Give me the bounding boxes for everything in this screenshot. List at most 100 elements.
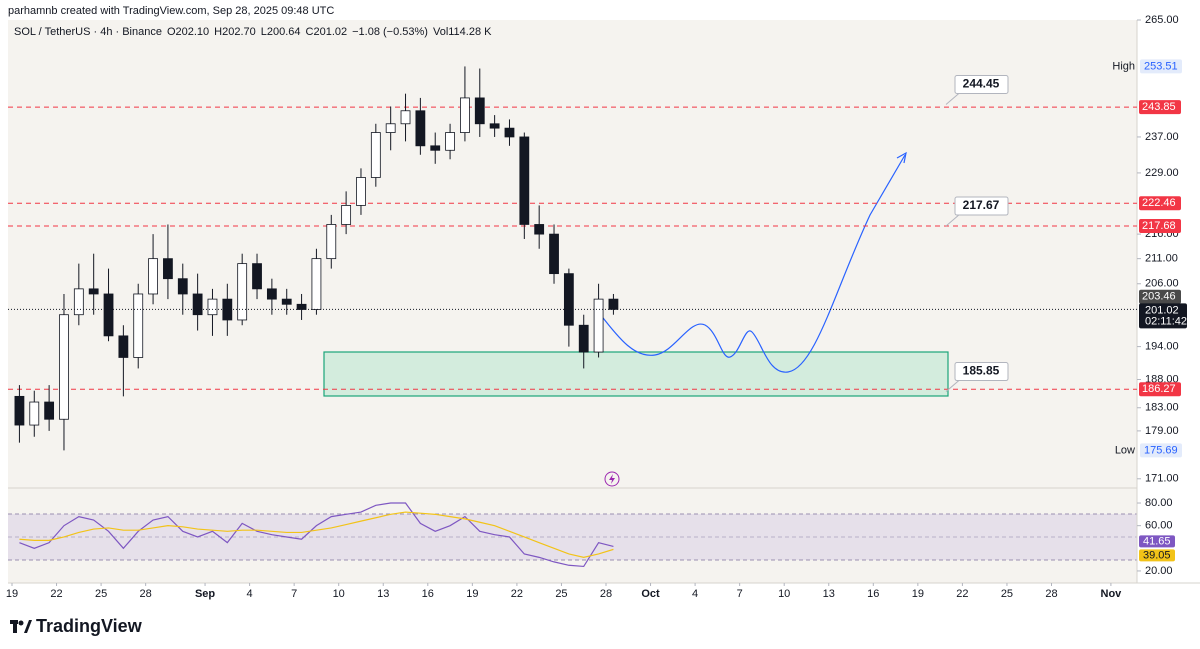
projection-path xyxy=(599,154,906,373)
annotation-box xyxy=(954,75,1009,95)
x-tick-label: 22 xyxy=(50,588,62,600)
legend-item: C201.02 xyxy=(305,26,348,38)
candle-body xyxy=(400,110,411,125)
x-tick-label: 10 xyxy=(333,588,345,600)
candle-body xyxy=(73,288,84,316)
x-tick-label: 19 xyxy=(6,588,18,600)
legend-item: H202.70 xyxy=(214,26,256,38)
x-tick-label: 28 xyxy=(140,588,152,600)
y-tick-label: 211.00 xyxy=(1145,253,1178,265)
y-tick-label: 265.00 xyxy=(1145,14,1179,26)
candle-body xyxy=(356,177,366,206)
level-label: 222.46 xyxy=(1142,197,1176,209)
event-icon-bolt xyxy=(609,474,615,484)
candle-body xyxy=(370,132,381,178)
projection-arrow xyxy=(896,151,907,164)
candle-body xyxy=(504,127,515,138)
candle-body xyxy=(44,401,55,420)
candle-body xyxy=(118,335,129,358)
candle-body xyxy=(608,298,619,310)
x-tick-label: 16 xyxy=(867,588,879,600)
legend-item: −1.08 (−0.53%) xyxy=(352,26,428,38)
marker-tag xyxy=(1140,443,1182,458)
annotation-pointer xyxy=(945,92,961,105)
y-tick-label: 237.00 xyxy=(1145,131,1179,143)
rsi-line xyxy=(19,502,614,568)
x-tick-label: Oct xyxy=(641,588,660,600)
candle-body xyxy=(519,136,530,225)
candle-body xyxy=(29,401,40,426)
candle-body xyxy=(296,303,307,310)
last-price-tag xyxy=(1139,303,1187,329)
legend: SOL / TetherUS · 4h · Binance O202.10 H202… xyxy=(14,26,491,38)
y-tick-label: 206.00 xyxy=(1145,278,1179,290)
prev-price-tag xyxy=(1139,289,1181,304)
x-tick-label: 22 xyxy=(511,588,523,600)
candle-body xyxy=(14,395,25,426)
legend-item: O202.10 xyxy=(166,26,210,38)
candle-body xyxy=(266,288,277,300)
annotation-box xyxy=(954,196,1009,216)
x-tick-label: 28 xyxy=(600,588,612,600)
header: parhamnb created with TradingView.com, S… xyxy=(8,5,335,17)
x-tick-label: 28 xyxy=(1045,588,1057,600)
rsi-tick-label: 20.00 xyxy=(1145,565,1173,577)
annotation-label: 185.85 xyxy=(963,364,1000,378)
rsi-tag xyxy=(1139,535,1175,548)
candle-body xyxy=(549,233,559,275)
x-tick-label: Nov xyxy=(1101,588,1123,600)
x-tick-label: 10 xyxy=(778,588,790,600)
candle-body xyxy=(534,224,545,235)
prev-price-label: 203.46 xyxy=(1142,291,1176,303)
x-tick-label: 19 xyxy=(466,588,478,600)
candle-body xyxy=(593,298,604,353)
marker-label: 175.69 xyxy=(1144,444,1178,456)
rsi-tag xyxy=(1139,549,1175,562)
x-tick-label: 25 xyxy=(555,588,567,600)
y-tick-label: 179.00 xyxy=(1145,425,1179,437)
candle-body xyxy=(177,278,188,295)
candle-body xyxy=(88,288,99,295)
candle-body xyxy=(148,258,158,295)
candle-body xyxy=(474,97,485,125)
candle-body xyxy=(281,298,292,305)
rsi-line xyxy=(19,511,614,558)
candle-body xyxy=(237,263,248,321)
legend-item: Vol114.28 K xyxy=(432,26,492,38)
level-label: 186.27 xyxy=(1142,383,1176,395)
logo-text: TradingView xyxy=(36,616,142,636)
candle-body xyxy=(563,273,574,326)
marker-name: High xyxy=(1112,60,1135,72)
annotation-box xyxy=(954,362,1009,382)
x-tick-label: 13 xyxy=(823,588,835,600)
marker-label: 253.51 xyxy=(1144,60,1178,72)
annotation-pointer xyxy=(945,379,961,392)
annotation-label: 244.45 xyxy=(963,77,1000,91)
countdown: 02:11:42 xyxy=(1145,315,1187,327)
candle-body xyxy=(445,132,455,151)
candle-body xyxy=(133,293,144,358)
demand-zone xyxy=(323,351,949,397)
legend-item: L200.64 xyxy=(260,26,301,38)
symbol: SOL / TetherUS · 4h · Binance xyxy=(14,26,162,38)
level-label: 217.68 xyxy=(1142,220,1176,232)
candle-body xyxy=(385,123,396,133)
annotation-pointer xyxy=(945,213,961,227)
rsi-tick-label: 60.00 xyxy=(1145,520,1173,532)
x-tick-label: 7 xyxy=(291,588,297,600)
level-label: 243.85 xyxy=(1142,101,1176,113)
level-tag xyxy=(1139,219,1181,234)
last-price-label: 201.02 xyxy=(1145,304,1179,316)
x-tick-label: 25 xyxy=(1001,588,1013,600)
candle-body xyxy=(489,123,500,129)
logo: TradingView xyxy=(10,616,142,637)
candle-body xyxy=(103,293,114,337)
candle-body xyxy=(326,224,337,260)
marker-name: Low xyxy=(1115,444,1135,456)
x-tick-label: Sep xyxy=(195,588,215,600)
candle-body xyxy=(207,298,218,316)
level-tag xyxy=(1139,100,1181,115)
candle-body xyxy=(341,205,352,225)
